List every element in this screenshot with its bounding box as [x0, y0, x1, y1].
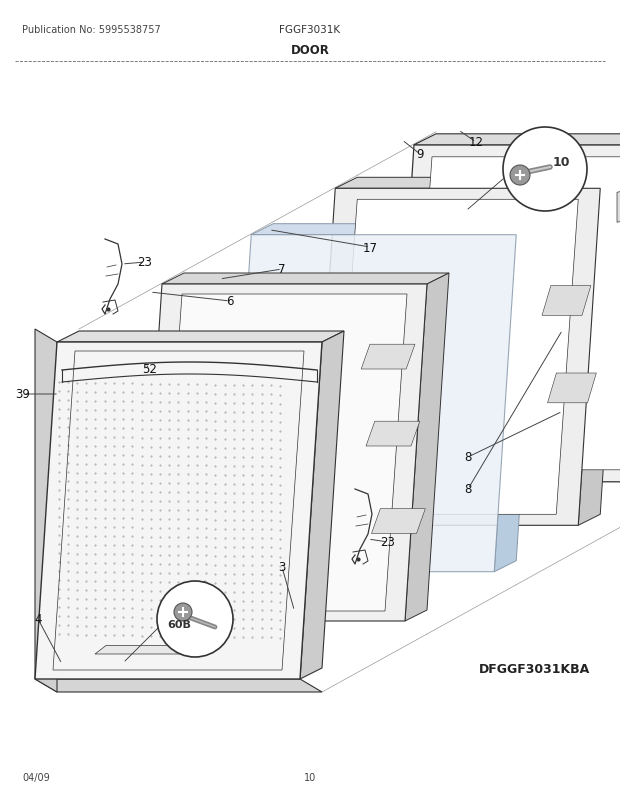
Polygon shape	[578, 178, 620, 525]
Polygon shape	[410, 158, 620, 470]
Polygon shape	[300, 331, 344, 679]
Polygon shape	[617, 183, 620, 223]
Polygon shape	[547, 374, 596, 403]
Circle shape	[157, 581, 233, 657]
Text: 10: 10	[304, 772, 316, 782]
Text: 12: 12	[469, 136, 484, 149]
Text: 8: 8	[464, 483, 472, 496]
Polygon shape	[229, 236, 516, 572]
Polygon shape	[95, 646, 206, 654]
Circle shape	[503, 128, 587, 212]
Polygon shape	[160, 294, 407, 611]
Polygon shape	[335, 200, 578, 515]
Text: 6: 6	[226, 295, 234, 308]
Text: 3: 3	[278, 561, 286, 573]
Text: eReplacementParts.com: eReplacementParts.com	[234, 463, 386, 476]
Text: 17: 17	[363, 241, 378, 254]
Circle shape	[174, 603, 192, 622]
Text: 52: 52	[143, 363, 157, 376]
Circle shape	[510, 166, 530, 186]
Text: DFGGF3031KBA: DFGGF3031KBA	[479, 662, 590, 675]
Text: 04/09: 04/09	[22, 772, 50, 782]
Text: Publication No: 5995538757: Publication No: 5995538757	[22, 25, 161, 35]
Polygon shape	[405, 273, 449, 622]
Polygon shape	[140, 285, 427, 622]
Polygon shape	[35, 330, 57, 692]
Text: 23: 23	[381, 536, 396, 549]
Polygon shape	[251, 225, 538, 236]
Text: 39: 39	[16, 388, 30, 401]
Text: DOOR: DOOR	[291, 43, 329, 56]
Polygon shape	[335, 178, 620, 189]
Text: FGGF3031K: FGGF3031K	[280, 25, 340, 35]
Text: 10: 10	[553, 156, 570, 168]
Polygon shape	[35, 342, 322, 679]
Polygon shape	[494, 225, 538, 572]
Polygon shape	[392, 146, 620, 482]
Text: 7: 7	[278, 263, 286, 276]
Polygon shape	[414, 135, 620, 146]
Polygon shape	[313, 189, 600, 525]
Polygon shape	[57, 331, 344, 342]
Text: 23: 23	[138, 256, 153, 269]
Text: 4: 4	[34, 613, 42, 626]
Text: 9: 9	[416, 148, 423, 161]
Polygon shape	[162, 273, 449, 285]
Polygon shape	[35, 679, 322, 692]
Polygon shape	[361, 345, 415, 370]
Text: 60B: 60B	[167, 619, 191, 630]
Polygon shape	[371, 509, 425, 534]
Polygon shape	[366, 422, 420, 447]
Polygon shape	[542, 286, 591, 316]
Text: 8: 8	[464, 451, 472, 464]
